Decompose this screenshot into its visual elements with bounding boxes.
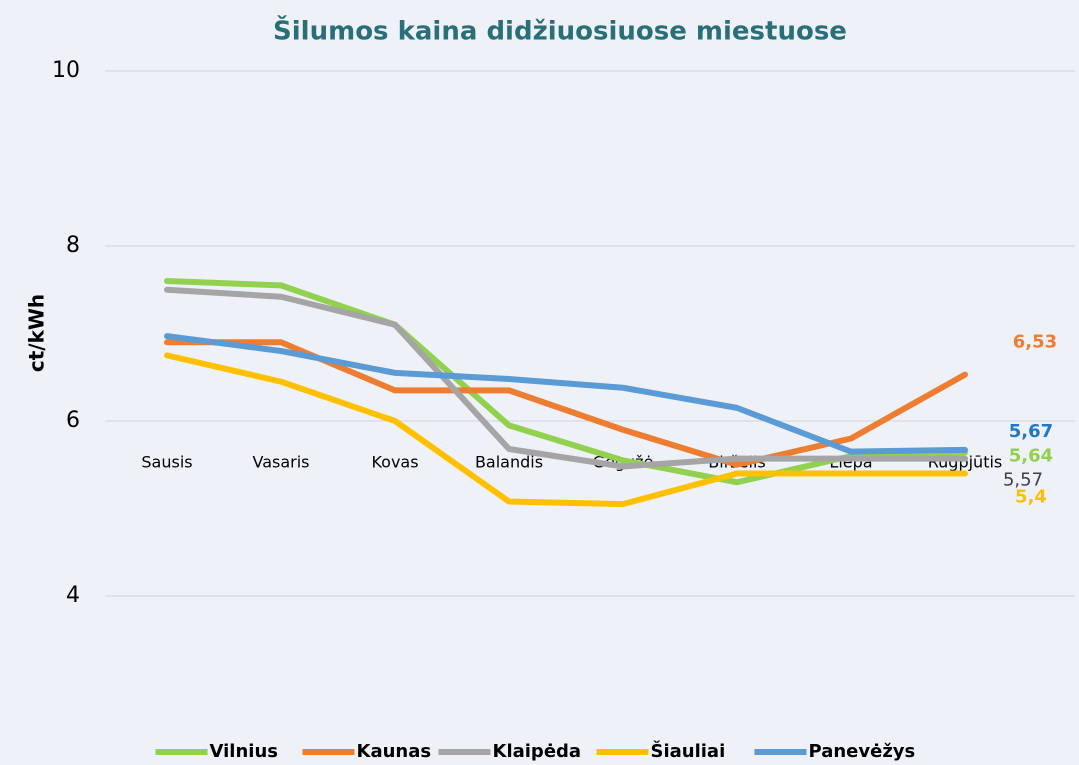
- legend-label: Klaipėda: [493, 741, 582, 762]
- y-tick-label: 8: [66, 233, 80, 258]
- data-label: 5,4: [1015, 487, 1047, 508]
- legend-label: Panevėžys: [809, 741, 916, 762]
- y-axis-label: ct/kWh: [25, 294, 49, 372]
- legend-label: Kaunas: [357, 741, 432, 762]
- series-line: [164, 352, 968, 508]
- legend-label: Vilnius: [210, 741, 278, 762]
- x-tick-label: Vasaris: [252, 453, 309, 472]
- series-line: [164, 333, 968, 455]
- y-tick-label: 10: [52, 58, 80, 83]
- data-label: 5,57: [1003, 470, 1043, 491]
- data-label: 5,64: [1009, 446, 1053, 467]
- data-label: 6,53: [1013, 332, 1057, 353]
- legend-label: Šiauliai: [651, 740, 726, 762]
- y-tick-label: 4: [66, 583, 80, 608]
- x-tick-label: Balandis: [475, 453, 543, 472]
- data-label: 5,67: [1009, 421, 1053, 442]
- x-tick-label: Sausis: [141, 453, 192, 472]
- chart-title: Šilumos kaina didžiuosiuose miestuose: [273, 15, 847, 47]
- x-tick-label: Kovas: [371, 453, 418, 472]
- y-tick-label: 6: [66, 408, 80, 433]
- series-line: [164, 286, 968, 470]
